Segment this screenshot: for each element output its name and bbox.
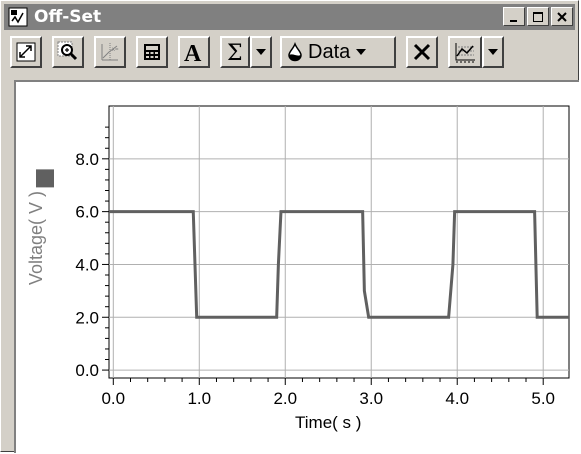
title-bar[interactable]: Off-Set: [4, 4, 575, 30]
graph-toolbar: x= A Σ: [4, 33, 575, 73]
data-drop-icon: [288, 42, 302, 62]
app-icon: [8, 7, 28, 27]
x-axis-label: Time( s ): [295, 413, 361, 432]
graph-options-icon: [455, 43, 475, 63]
plot-frame: [108, 105, 570, 379]
statistics-icon: Σ: [227, 41, 243, 63]
y-tick-label: 8.0: [75, 150, 99, 169]
series-swatch: [36, 169, 54, 188]
zoom-button[interactable]: [52, 36, 84, 68]
graph-options-dropdown[interactable]: [482, 36, 504, 68]
minimize-icon: [510, 19, 517, 22]
annotation-button[interactable]: A: [178, 36, 210, 68]
close-icon: [557, 11, 567, 22]
y-tick-label: 2.0: [75, 308, 99, 327]
graph-options-button[interactable]: [448, 36, 482, 68]
graph-panel[interactable]: 0.0 1.0 2.0 3.0 4.0 5.0 0.0 2.0 4.0 6.0 8.0 Time( s…: [14, 80, 579, 453]
svg-text:A: A: [184, 41, 202, 64]
chevron-down-icon: [488, 49, 498, 55]
annotation-icon: A: [184, 41, 202, 64]
chevron-down-icon: [256, 49, 266, 55]
delete-icon: [413, 43, 431, 61]
close-button[interactable]: [551, 7, 573, 26]
svg-text:Σ: Σ: [227, 41, 243, 63]
autoscale-icon: [16, 42, 36, 62]
x-tick-label: 5.0: [531, 389, 555, 408]
zoom-icon: [57, 41, 78, 61]
x-tick-label: 1.0: [187, 389, 211, 408]
maximize-button[interactable]: [527, 7, 549, 26]
chevron-down-icon: [356, 49, 367, 55]
examine-icon: x=: [101, 43, 119, 61]
calculator-button[interactable]: [136, 36, 168, 68]
delete-button[interactable]: [406, 36, 438, 68]
minimize-button[interactable]: [503, 7, 525, 26]
maximize-icon: [533, 11, 543, 22]
svg-text:x=: x=: [112, 47, 119, 53]
y-axis-label: Voltage( V ): [26, 191, 46, 285]
autoscale-button[interactable]: [10, 36, 42, 68]
data-label: Data: [308, 40, 351, 63]
voltage-time-graph[interactable]: 0.0 1.0 2.0 3.0 4.0 5.0 0.0 2.0 4.0 6.0 8.0 Time( s…: [16, 82, 579, 453]
y-tick-label: 4.0: [75, 255, 99, 274]
statistics-dropdown[interactable]: [250, 36, 272, 68]
x-tick-label: 2.0: [273, 389, 297, 408]
window-title: Off-Set: [34, 7, 102, 27]
calculator-icon: [144, 44, 160, 60]
x-tick-label: 0.0: [101, 389, 125, 408]
y-tick-label: 6.0: [75, 203, 99, 222]
x-tick-label: 4.0: [445, 389, 469, 408]
voltage-series-line: [109, 210, 569, 319]
examine-button[interactable]: x=: [94, 36, 126, 68]
data-select-button[interactable]: Data: [280, 36, 396, 68]
y-tick-label: 0.0: [75, 361, 99, 380]
x-tick-label: 3.0: [359, 389, 383, 408]
statistics-button[interactable]: Σ: [220, 36, 250, 68]
